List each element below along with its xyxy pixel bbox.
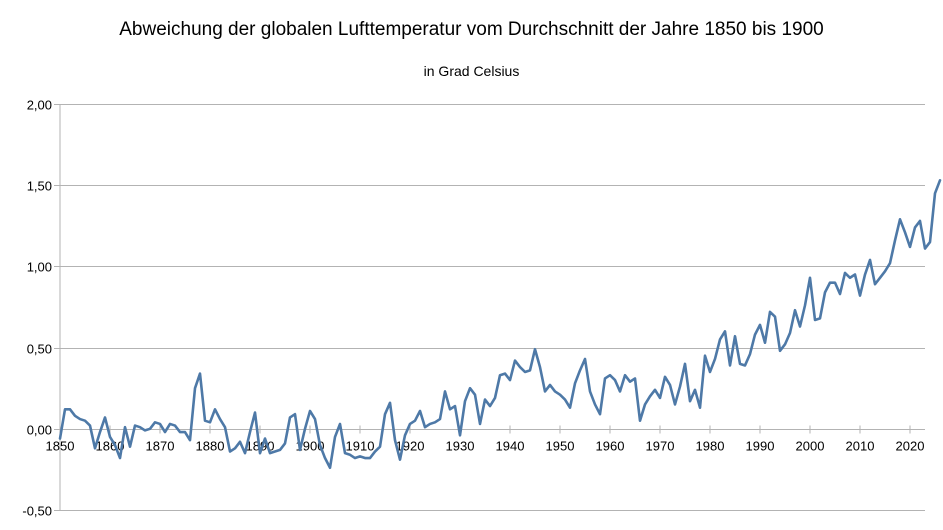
x-tick-label: 1850 — [46, 439, 75, 454]
x-tick-label: 1930 — [446, 439, 475, 454]
x-tick-label: 1880 — [196, 439, 225, 454]
y-tick-label: 1,00 — [27, 260, 52, 275]
x-tick-label: 2000 — [796, 439, 825, 454]
x-tick-label: 1940 — [496, 439, 525, 454]
x-tick-label: 1970 — [646, 439, 675, 454]
y-tick-label: 0,00 — [27, 423, 52, 438]
x-tick-label: 1960 — [596, 439, 625, 454]
y-tick-label: 1,50 — [27, 179, 52, 194]
x-tick-label: 1980 — [696, 439, 725, 454]
x-tick-label: 1870 — [146, 439, 175, 454]
x-tick-label: 2020 — [896, 439, 925, 454]
x-tick-label: 1910 — [346, 439, 375, 454]
x-tick-label: 2010 — [846, 439, 875, 454]
x-tick-label: 1920 — [396, 439, 425, 454]
data-series-line — [58, 179, 942, 470]
chart-subtitle: in Grad Celsius — [423, 63, 520, 79]
y-tick-label: -0,50 — [22, 504, 52, 519]
y-tick-label: 2,00 — [27, 98, 52, 113]
chart-title: Abweichung der globalen Lufttemperatur v… — [119, 19, 824, 40]
y-tick-label: 0,50 — [27, 342, 52, 357]
x-tick-label: 1950 — [546, 439, 575, 454]
x-tick-label: 1990 — [746, 439, 775, 454]
